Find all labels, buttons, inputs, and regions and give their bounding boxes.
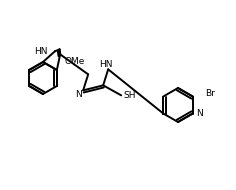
Text: HN: HN xyxy=(34,47,48,56)
Text: N: N xyxy=(196,109,203,118)
Text: SH: SH xyxy=(123,91,135,100)
Text: HN: HN xyxy=(99,60,113,69)
Text: Br: Br xyxy=(205,89,215,98)
Text: N: N xyxy=(75,90,82,99)
Text: OMe: OMe xyxy=(65,58,85,66)
